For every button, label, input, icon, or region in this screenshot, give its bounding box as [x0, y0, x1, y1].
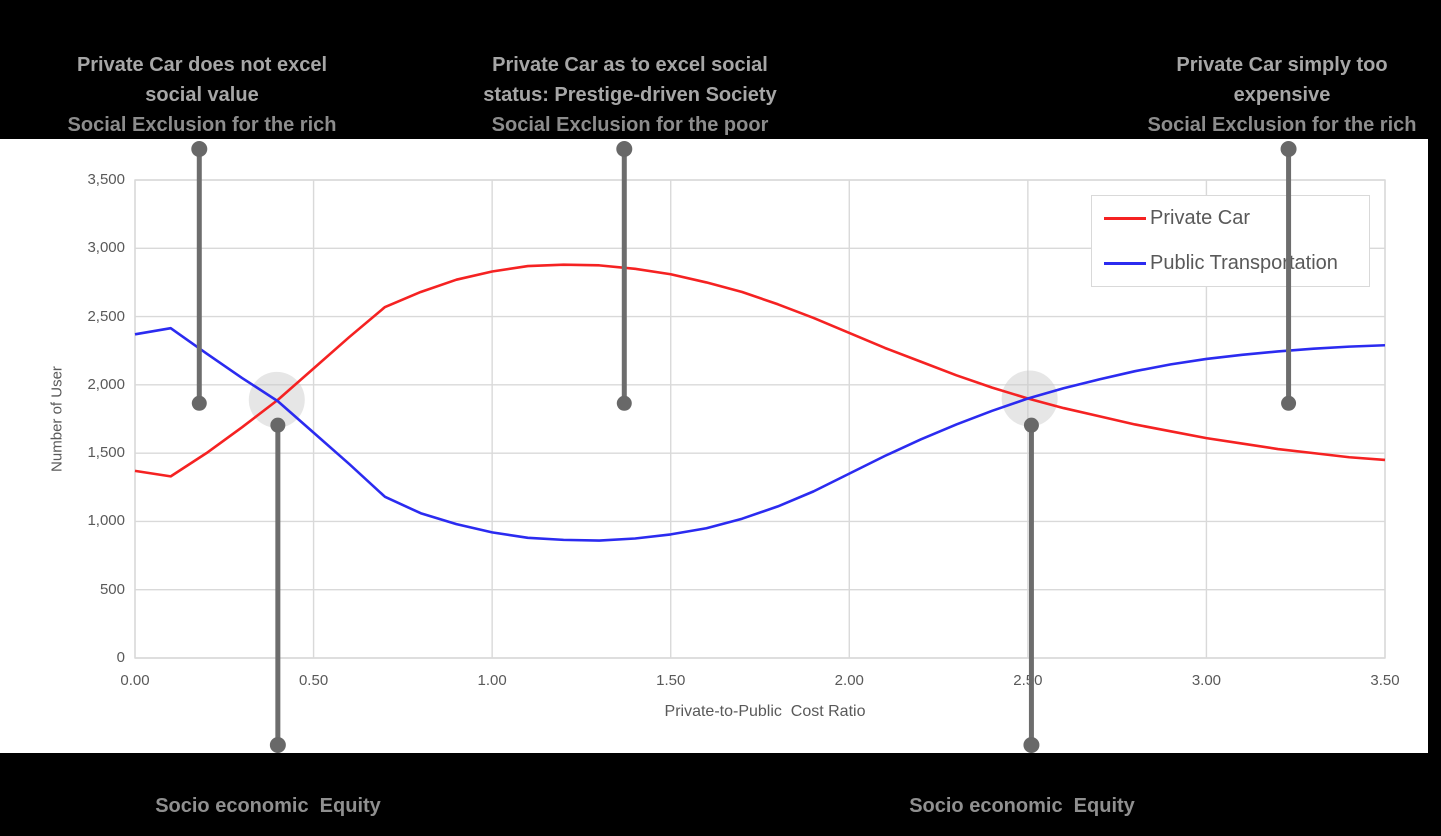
annotation-top-right: Private Car simply too expensive Social … — [1147, 54, 1417, 136]
x-tick-label: 0.50 — [298, 672, 329, 689]
x-tick-label: 1.00 — [477, 672, 507, 689]
annotation-top-middle: Private Car as to excel social status: P… — [483, 54, 777, 136]
x-tick-label: 2.50 — [1013, 672, 1043, 689]
y-tick-label: 2,500 — [87, 307, 125, 325]
y-tick-label: 1,000 — [87, 512, 125, 530]
legend: Private Car Public Transportation — [1091, 195, 1370, 287]
legend-item-public-transportation: Public Transportation — [1092, 252, 1369, 275]
x-axis-title: Private-to-Public Cost Ratio — [664, 703, 866, 720]
annotation-bottom-left: Socio economic Equity — [155, 795, 381, 817]
legend-label: Private Car — [1150, 207, 1251, 229]
annotation-bottom-right: Socio economic Equity — [909, 795, 1135, 817]
y-tick-label: 2,000 — [87, 375, 125, 393]
x-tick-label: 1.50 — [656, 672, 686, 689]
y-tick-label: 1,500 — [87, 444, 125, 462]
legend-line-sample-blue — [1104, 262, 1146, 265]
plot-border — [134, 179, 1386, 659]
y-tick-label: 500 — [99, 580, 125, 598]
y-tick-label: 0 — [116, 649, 125, 666]
x-tick-label: 3.00 — [1191, 672, 1222, 689]
x-tick-label: 0.00 — [120, 672, 150, 689]
y-axis-title: Number of User — [48, 366, 66, 472]
series-line-private-car — [134, 263, 1386, 478]
legend-item-private-car: Private Car — [1092, 207, 1369, 230]
annotation-top-left: Private Car does not excel social value … — [67, 54, 337, 136]
y-tick-label: 3,500 — [87, 171, 125, 188]
legend-label: Public Transportation — [1150, 252, 1338, 274]
x-tick-label: 2.00 — [834, 672, 864, 689]
legend-line-sample-red — [1104, 217, 1146, 220]
y-tick-label: 3,000 — [87, 239, 125, 257]
series-line-public-transportation — [134, 326, 1386, 542]
x-tick-label: 3.50 — [1370, 672, 1400, 689]
